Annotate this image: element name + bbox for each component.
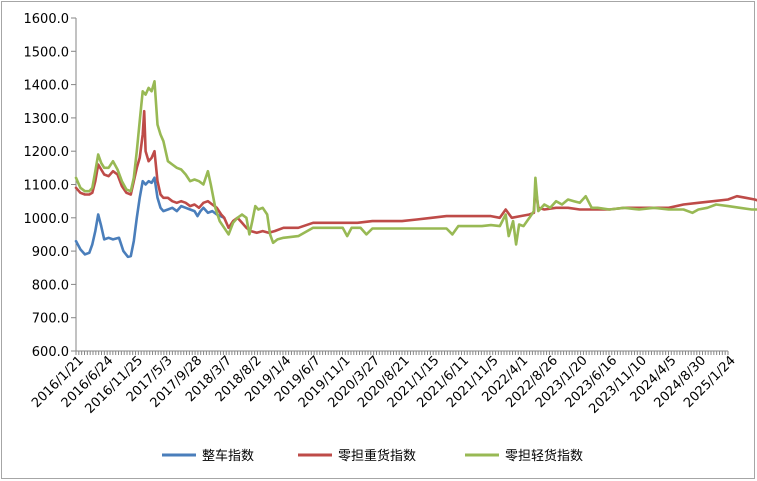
series-line-2 — [74, 80, 757, 246]
y-tick-label: 1100.0 — [24, 179, 70, 194]
y-tick-label: 1000.0 — [24, 212, 70, 227]
y-tick-label: 1300.0 — [24, 112, 70, 127]
y-tick-label: 600.0 — [32, 345, 69, 360]
series-line-1 — [74, 109, 757, 235]
y-tick-label: 700.0 — [32, 312, 69, 327]
y-tick-label: 900.0 — [32, 245, 69, 260]
y-tick-label: 1400.0 — [24, 79, 70, 94]
legend-label-1: 零担重货指数 — [338, 448, 416, 464]
legend-label-0: 整车指数 — [202, 448, 254, 464]
series-layer — [74, 80, 757, 259]
y-tick-label: 1200.0 — [24, 145, 70, 160]
series-line-0 — [74, 176, 226, 259]
x-axis: 2016/1/212016/6/242016/11/252017/5/32017… — [29, 350, 739, 417]
y-tick-label: 1600.0 — [24, 12, 70, 27]
y-tick-label: 1500.0 — [24, 45, 70, 60]
y-tick-label: 800.0 — [32, 278, 69, 293]
y-axis: 600.0 700.0 800.0 900.0 1000.0 1100.0 1200.0 13… — [24, 12, 77, 360]
legend-label-2: 零担轻货指数 — [505, 448, 583, 464]
legend: 整车指数 零担重货指数 零担轻货指数 — [162, 448, 583, 464]
